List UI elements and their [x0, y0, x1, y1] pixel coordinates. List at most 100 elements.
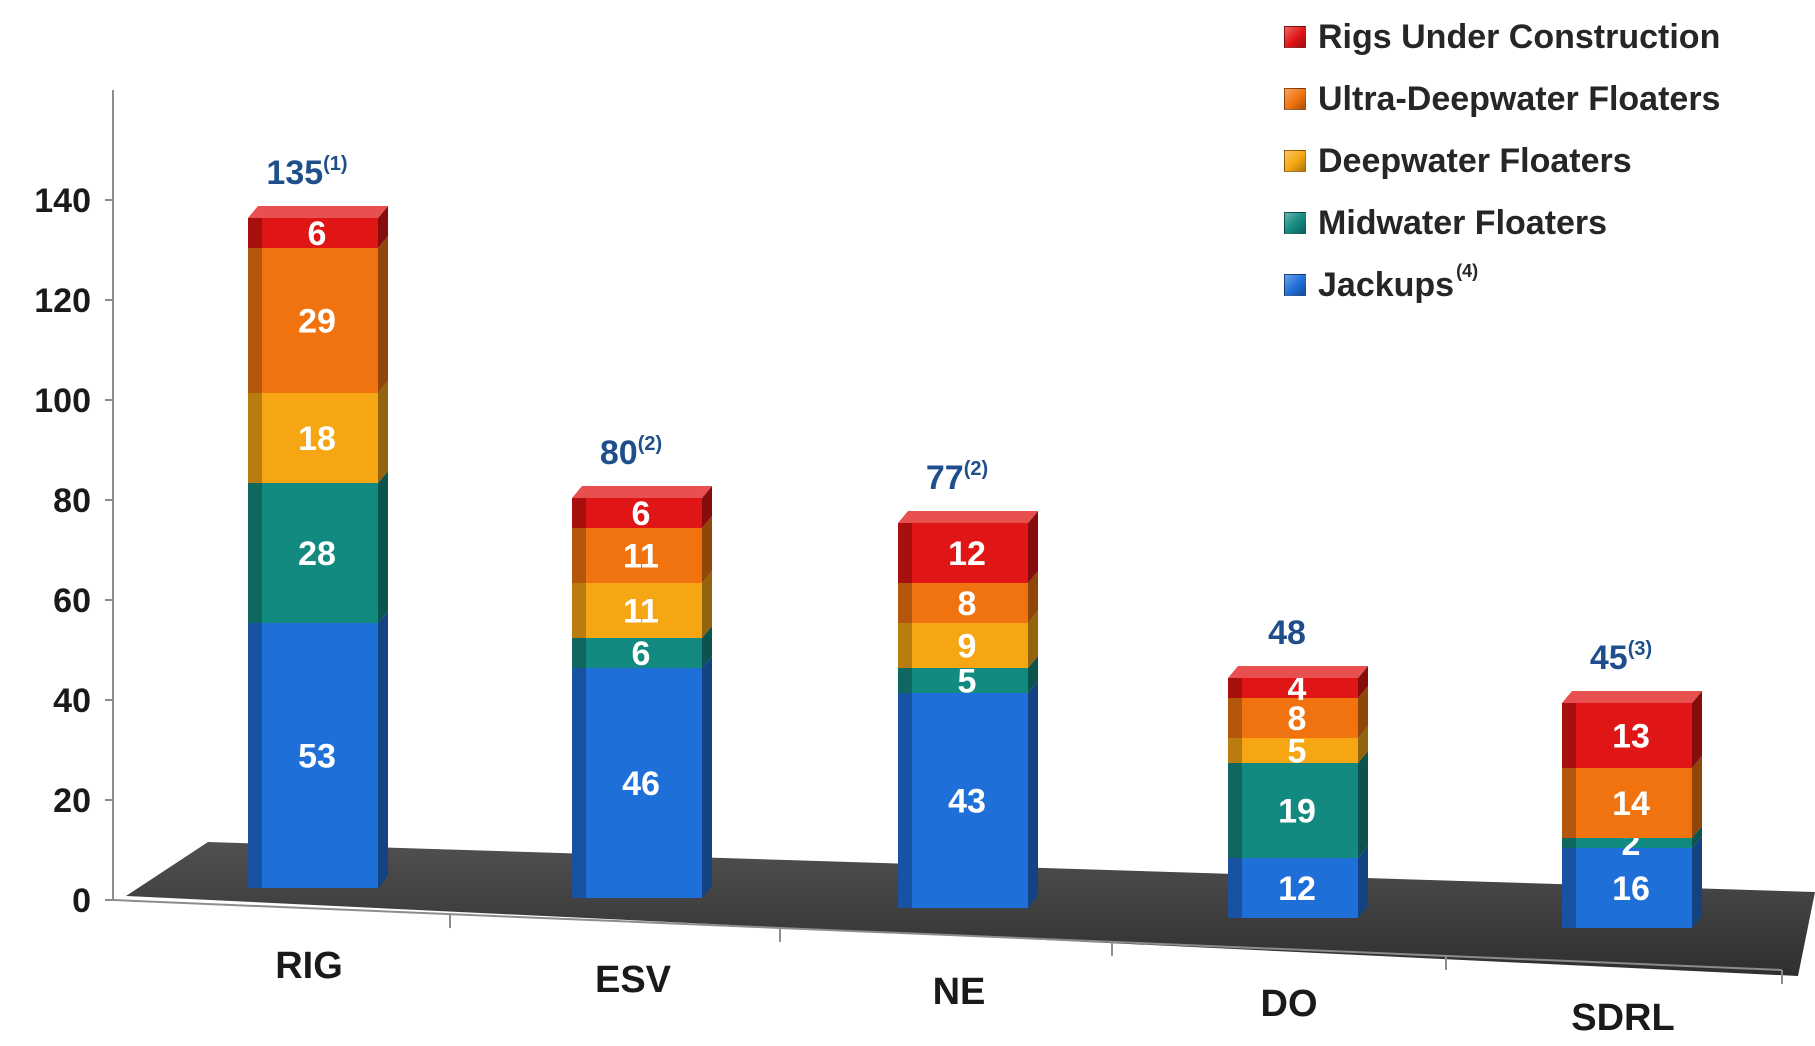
legend-label: Midwater Floaters: [1318, 203, 1608, 242]
bar-shade: [572, 668, 586, 898]
bar-segment: 6: [572, 626, 712, 673]
segment-value-label: 5: [1288, 733, 1307, 771]
bar-top-cap: [572, 486, 712, 498]
bar-shade: [898, 668, 912, 693]
bar-side: [378, 471, 388, 623]
y-tick-label: 100: [34, 382, 91, 420]
bar-shade: [248, 623, 262, 888]
bar-shade: [898, 623, 912, 668]
bar-side: [1028, 571, 1038, 623]
x-category-label: SDRL: [1571, 997, 1674, 1039]
bar-segment: 8: [898, 571, 1038, 623]
bar-side: [378, 206, 388, 248]
bar-shade: [572, 583, 586, 638]
bar-shade: [898, 693, 912, 908]
bar-stack-ne: 43 59 8 12: [898, 511, 1038, 908]
segment-value-label: 11: [623, 593, 659, 631]
segment-value-label: 6: [308, 215, 327, 253]
segment-value-label: 14: [1612, 785, 1650, 823]
bar-side: [702, 571, 712, 638]
legend-swatch: [1284, 274, 1306, 296]
bar-front: [1228, 763, 1358, 858]
bar-front: [1228, 678, 1358, 698]
bar-shade: [248, 483, 262, 623]
legend: Rigs Under Construction Ultra-Deepwater F…: [1284, 6, 1720, 316]
bar-side: [702, 486, 712, 528]
bar-shade: [1562, 703, 1576, 768]
x-category-label: RIG: [275, 945, 343, 987]
bar-shade: [572, 528, 586, 583]
bar-side: [702, 656, 712, 898]
segment-value-label: 28: [298, 535, 336, 573]
bar-total-label: 48: [1268, 614, 1306, 652]
bar-total-label: 135(1): [266, 153, 347, 192]
bar-top-cap: [1228, 666, 1368, 678]
y-tick-label: 40: [53, 682, 91, 720]
bar-shade: [1562, 848, 1576, 928]
segment-value-label: 9: [958, 628, 977, 666]
bar-segment: 12: [1228, 846, 1368, 918]
bar-shade: [572, 638, 586, 668]
bar-shade: [248, 218, 262, 248]
segment-value-label: 11: [623, 538, 659, 576]
bar-top-cap: [898, 511, 1038, 523]
bar-side: [1028, 656, 1038, 693]
bar-front: [1562, 848, 1692, 928]
legend-item: Rigs Under Construction: [1284, 6, 1720, 68]
bar-shade: [898, 523, 912, 583]
bar-side: [1028, 611, 1038, 668]
bar-side: [378, 611, 388, 888]
chart-floor: [126, 842, 1815, 976]
legend-item: Deepwater Floaters: [1284, 130, 1720, 192]
bar-top-cap: [1562, 691, 1702, 703]
bar-shade: [1228, 738, 1242, 763]
bar-front: [1228, 858, 1358, 918]
bar-side: [1358, 751, 1368, 858]
bar-front: [1562, 768, 1692, 838]
bar-side: [378, 381, 388, 483]
bar-shade: [1228, 858, 1242, 918]
bar-front: [898, 523, 1028, 583]
bar-front: [248, 483, 378, 623]
bar-front: [248, 218, 378, 248]
bar-side: [1358, 726, 1368, 763]
bar-side: [1692, 826, 1702, 848]
bar-shade: [572, 498, 586, 528]
x-axis-line: [112, 899, 1783, 971]
y-tick-label: 20: [53, 782, 91, 820]
bar-shade: [1228, 698, 1242, 738]
bar-total-label: 80(2): [600, 433, 662, 472]
bar-segment: 6: [572, 486, 712, 533]
bar-shade: [1562, 768, 1576, 838]
bar-front: [572, 498, 702, 528]
bar-segment: 16: [1562, 836, 1702, 928]
bar-segment: 13: [1562, 691, 1702, 768]
bar-front: [572, 638, 702, 668]
legend-label: Deepwater Floaters: [1318, 141, 1632, 180]
legend-swatch: [1284, 212, 1306, 234]
bar-side: [1692, 691, 1702, 768]
segment-value-label: 8: [1288, 700, 1307, 738]
legend-swatch: [1284, 88, 1306, 110]
bar-front: [1562, 838, 1692, 848]
bar-front: [898, 668, 1028, 693]
bar-segment: 46: [572, 656, 712, 898]
bar-shade: [1228, 678, 1242, 698]
bar-segment: 4: [1228, 666, 1368, 708]
bar-side: [702, 626, 712, 668]
bar-side: [1358, 686, 1368, 738]
segment-value-label: 6: [632, 495, 651, 533]
legend-swatch: [1284, 150, 1306, 172]
bar-front: [898, 693, 1028, 908]
bar-segment: 19: [1228, 751, 1368, 858]
bar-shade: [1228, 763, 1242, 858]
bar-side: [1692, 836, 1702, 928]
segment-value-label: 13: [1612, 718, 1650, 756]
legend-footnote-marker: (4): [1456, 260, 1479, 281]
bar-segment: 18: [248, 381, 388, 483]
bar-segment: 9: [898, 611, 1038, 668]
x-category-label: NE: [933, 971, 986, 1013]
bar-stack-rig: 53 28 18 29 6: [248, 206, 388, 888]
bar-front: [1562, 703, 1692, 768]
